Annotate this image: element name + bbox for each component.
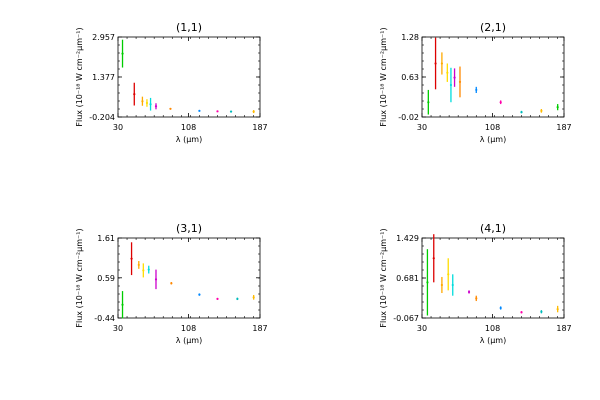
data-point: [426, 281, 429, 284]
data-point: [453, 76, 456, 79]
y-axis-label: Flux (10⁻¹⁸ W cm⁻²μm⁻¹): [379, 27, 388, 126]
data-point: [540, 310, 543, 313]
data-point: [449, 83, 453, 87]
data-point: [446, 71, 449, 74]
y-tick-label: 2.957: [92, 33, 115, 42]
y-tick-label: -0.204: [89, 113, 115, 122]
data-point: [198, 293, 201, 296]
y-axis-label: Flux (10⁻¹⁸ W cm⁻²μm⁻¹): [75, 27, 84, 126]
x-tick-label: 30: [113, 123, 123, 132]
data-point: [467, 290, 471, 294]
data-point: [499, 306, 502, 310]
y-axis-label: Flux (10⁻¹⁸ W cm⁻²μm⁻¹): [379, 228, 388, 327]
data-point: [475, 88, 478, 92]
data-point: [141, 100, 144, 103]
x-tick-label: 108: [485, 324, 500, 333]
y-tick-label: 1.429: [396, 234, 419, 243]
y-tick-label: 1.377: [92, 73, 115, 82]
x-tick-label: 187: [556, 324, 571, 333]
data-point: [169, 107, 172, 110]
data-point: [170, 282, 173, 285]
data-point: [434, 62, 437, 65]
x-tick-label: 108: [181, 324, 196, 333]
data-point: [130, 257, 133, 260]
y-tick-label: -0.067: [393, 314, 419, 323]
plot-frame: [117, 237, 261, 319]
data-point: [520, 110, 523, 114]
data-point: [252, 296, 255, 299]
y-tick-label: -0.02: [398, 113, 419, 122]
x-tick-label: 108: [485, 123, 500, 132]
y-axis-label: Flux (10⁻¹⁸ W cm⁻²μm⁻¹): [75, 228, 84, 327]
chart-title: (2,1): [480, 21, 506, 34]
data-point: [229, 110, 233, 113]
data-point: [121, 52, 124, 55]
data-point: [216, 297, 219, 300]
data-point: [440, 283, 443, 287]
x-tick-label: 30: [417, 324, 427, 333]
chart-title: (3,1): [176, 222, 202, 235]
data-point: [556, 307, 559, 311]
data-point: [145, 101, 149, 105]
data-point: [556, 106, 559, 109]
data-point: [520, 311, 523, 314]
data-point: [432, 257, 435, 260]
data-point: [133, 93, 136, 96]
y-tick-label: 0.59: [97, 274, 115, 283]
data-point: [149, 103, 152, 106]
data-point: [499, 101, 502, 104]
chart-panel-3: (3,1) 30 108 187 1.61 0.59 -0.44 λ (μm) Flux (10…: [75, 222, 268, 345]
x-axis-label: λ (μm): [176, 336, 202, 345]
plot-frame: [421, 237, 565, 319]
data-point: [216, 110, 219, 113]
chart-title: (1,1): [176, 21, 202, 34]
data-point: [252, 110, 255, 113]
data-point: [142, 269, 145, 272]
y-tick-label: 0.63: [401, 73, 419, 82]
data-point: [458, 80, 462, 84]
x-tick-label: 30: [113, 324, 123, 333]
x-tick-label: 108: [181, 123, 196, 132]
data-point: [121, 303, 124, 306]
y-tick-label: -0.44: [94, 314, 115, 323]
data-point: [154, 105, 158, 108]
data-point: [447, 273, 450, 276]
data-point: [137, 263, 140, 267]
y-tick-label: 1.28: [401, 33, 419, 42]
plot-frame: [117, 36, 261, 118]
data-point: [236, 297, 239, 300]
data-point: [440, 62, 443, 65]
chart-panel-2: (2,1) 30 108 187 1.28 0.63 -0.02 λ (μm) Flux (10…: [379, 21, 572, 144]
data-point: [540, 109, 543, 112]
x-axis-label: λ (μm): [176, 135, 202, 144]
x-axis-label: λ (μm): [480, 135, 506, 144]
chart-title: (4,1): [480, 222, 506, 235]
chart-panel-4: (4,1) 30 108 187 1.429 0.681 -0.067 λ (μm) Flux …: [379, 222, 572, 345]
x-axis-label: λ (μm): [480, 336, 506, 345]
y-tick-label: 0.681: [396, 274, 419, 283]
data-point: [154, 278, 158, 281]
chart-panel-1: (1,1) 30 108 187 2.957 1.377 -0.204 λ (μm) Flux …: [75, 21, 268, 144]
data-point: [475, 297, 478, 300]
x-tick-label: 30: [417, 123, 427, 132]
data-point: [198, 109, 201, 112]
plot-frame: [421, 36, 565, 118]
data-point: [427, 101, 430, 104]
x-tick-label: 187: [252, 324, 267, 333]
x-tick-label: 187: [252, 123, 267, 132]
data-point: [147, 268, 150, 271]
y-tick-label: 1.61: [97, 234, 115, 243]
data-point: [451, 283, 454, 287]
x-tick-label: 187: [556, 123, 571, 132]
